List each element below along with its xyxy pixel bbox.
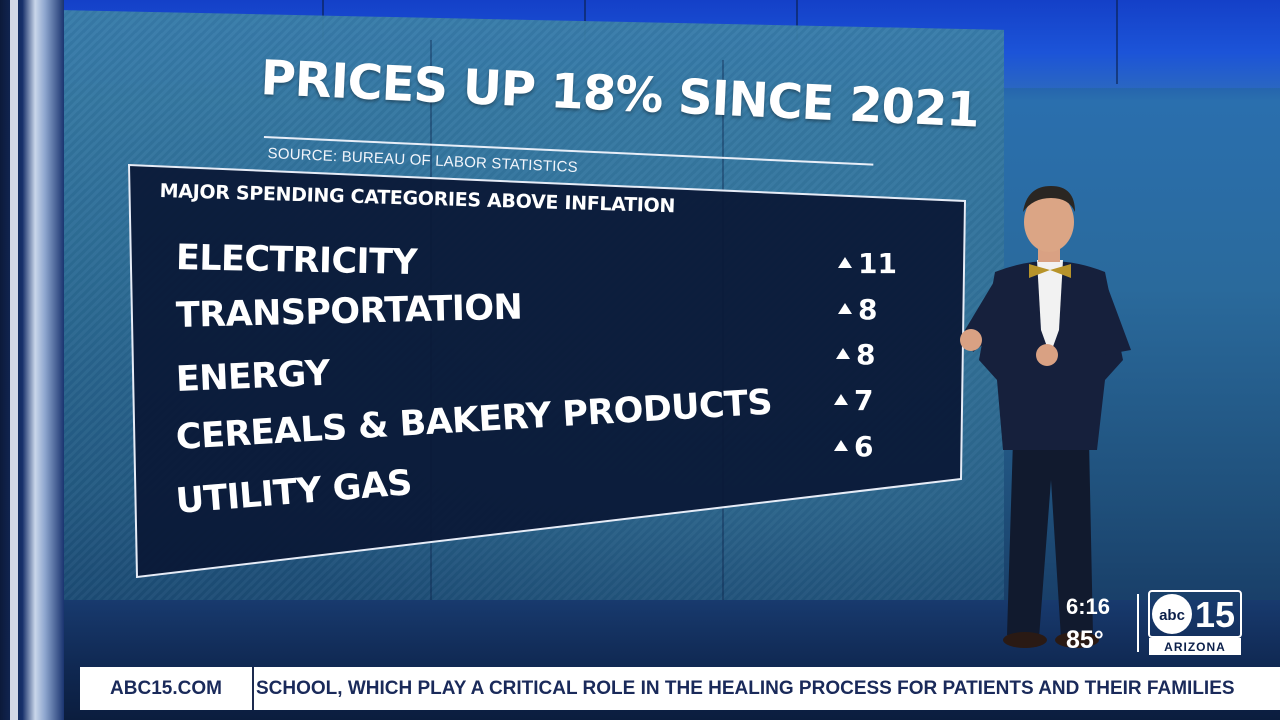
category-value: 7 (834, 384, 873, 417)
logo-number-text: 15 (1195, 594, 1235, 635)
presenter (955, 180, 1145, 660)
news-ticker (80, 667, 1280, 710)
up-arrow-icon (834, 439, 848, 451)
up-arrow-icon (836, 347, 850, 359)
category-value: 8 (836, 338, 875, 371)
category-label: TRANSPORTATION (175, 287, 523, 336)
up-arrow-icon (838, 256, 852, 268)
up-arrow-icon (834, 393, 848, 405)
up-arrow-icon (838, 302, 852, 314)
wall-seam (796, 0, 798, 40)
logo-abc-text: abc (1159, 607, 1185, 624)
clock-time: 6:16 (1066, 594, 1111, 619)
category-label: ELECTRICITY (175, 238, 418, 284)
abc15-logo: abc 15 ARIZONA (1148, 590, 1242, 656)
category-value: 6 (834, 430, 873, 463)
category-value: 8 (838, 293, 877, 326)
bug-divider (1137, 594, 1139, 652)
wall-seam (584, 0, 586, 40)
wall-seam (1116, 0, 1118, 84)
temperature: 85° (1066, 626, 1104, 654)
ticker-website: ABC15.COM (80, 667, 254, 710)
ticker-headline: SCHOOL, WHICH PLAY A CRITICAL ROLE IN TH… (256, 678, 1235, 699)
category-label: ENERGY (175, 353, 331, 400)
studio-left-frame (0, 0, 64, 720)
logo-market-text: ARIZONA (1164, 640, 1226, 654)
category-panel-border (128, 164, 966, 578)
category-value: 11 (838, 247, 897, 280)
